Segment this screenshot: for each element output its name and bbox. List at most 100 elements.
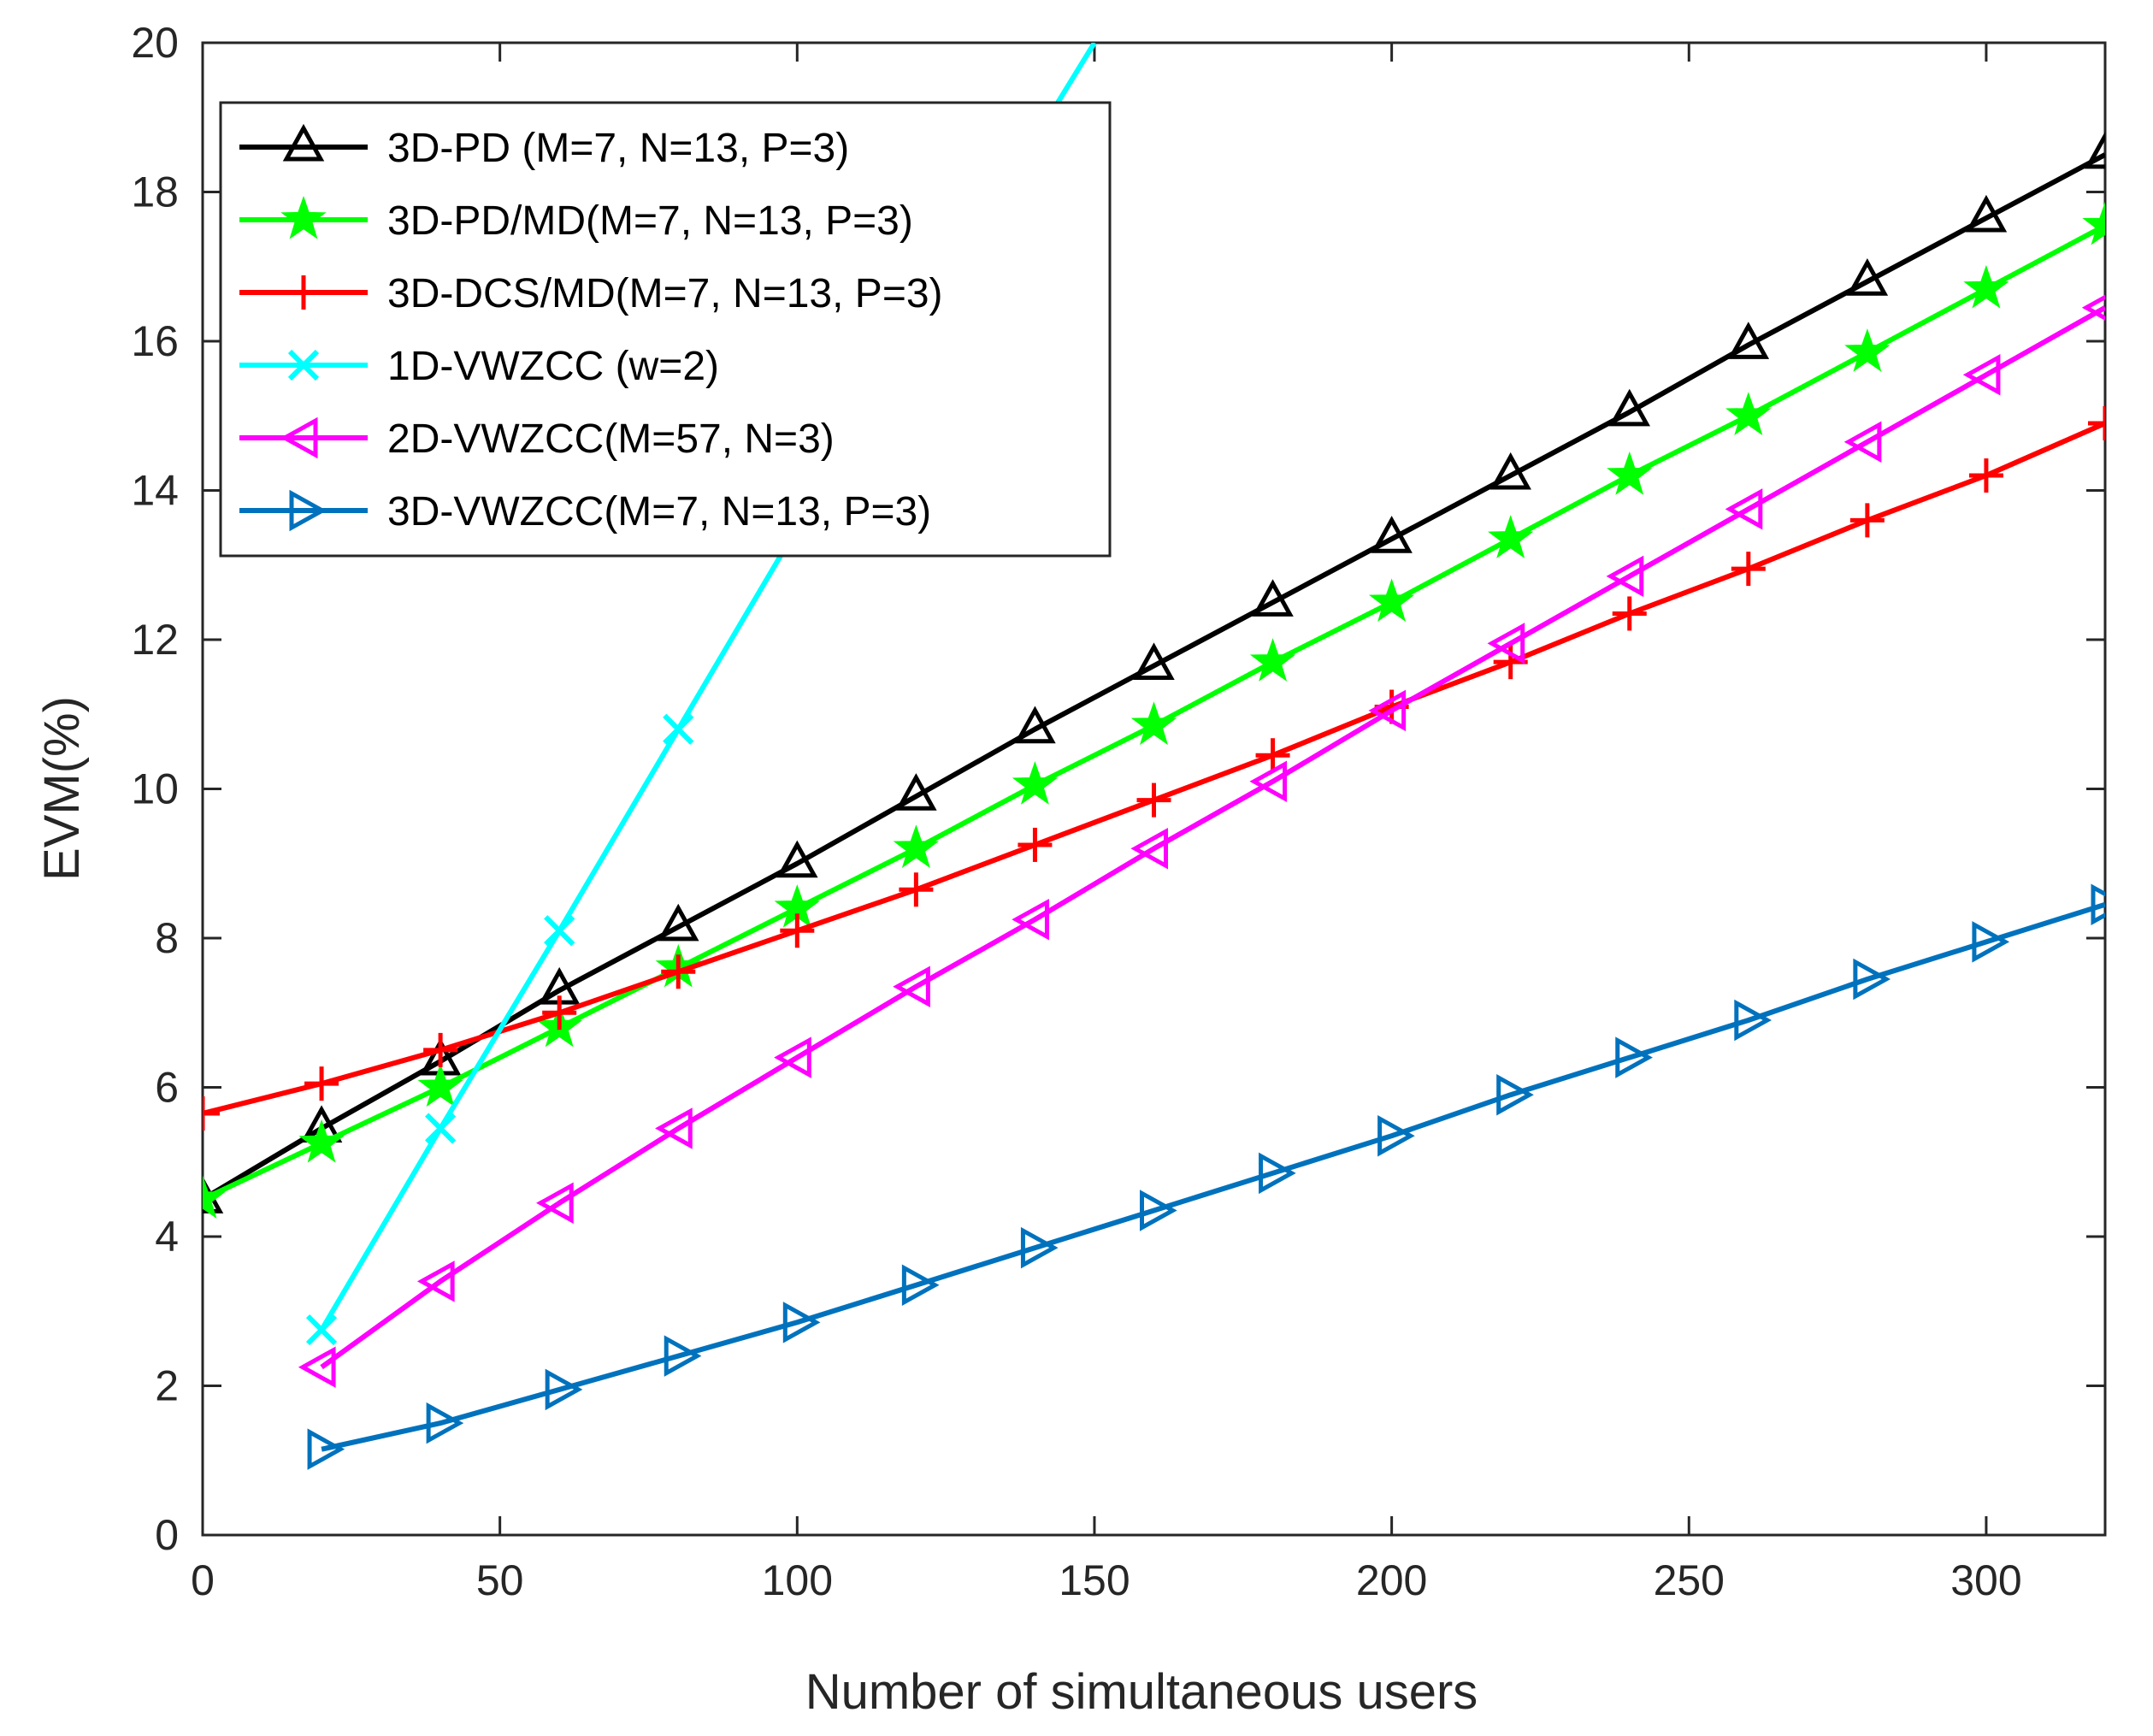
legend-marker (286, 275, 321, 310)
data-point (426, 1402, 464, 1444)
data-point (307, 1428, 345, 1470)
data-point (1608, 388, 1650, 427)
x-b (425, 1113, 457, 1144)
data-point (1844, 328, 1891, 372)
y-tick-label: 16 (131, 317, 179, 365)
data-point (1018, 827, 1053, 862)
y-axis-title: EVM(%) (34, 696, 90, 881)
data-point (774, 1036, 811, 1078)
data-point (1368, 689, 1407, 732)
x-tick-label: 100 (762, 1556, 833, 1604)
data-point (536, 1182, 574, 1224)
data-point (2084, 131, 2105, 169)
data-point (655, 1107, 693, 1149)
x-tick-label: 0 (191, 1556, 215, 1604)
series-layer (203, 43, 2105, 1470)
data-point (304, 1066, 339, 1101)
data-point (1846, 258, 1889, 296)
legend-marker (282, 123, 325, 162)
data-point (542, 995, 577, 1030)
data-point (1849, 503, 1885, 538)
data-point (1014, 706, 1056, 744)
legend-entry: 3D-PD/MD(M=7, N=13, P=3) (239, 195, 913, 244)
data-point (1488, 515, 1534, 558)
data-point (2091, 883, 2105, 925)
data-point (893, 824, 940, 868)
series-line (203, 152, 2105, 1202)
data-point (1249, 760, 1288, 803)
legend-label: 3D-PD (M=7, N=13, P=3) (387, 126, 849, 171)
plot-frame (201, 41, 2107, 1537)
x-b (663, 713, 694, 745)
legend-label: 3D-PD/MD(M=7, N=13, P=3) (387, 198, 913, 244)
data-point (2088, 405, 2105, 440)
data-point (658, 903, 699, 942)
data-point (1140, 1190, 1177, 1231)
y-tick-label: 12 (131, 616, 179, 664)
legend-marker (287, 349, 320, 381)
data-point (1371, 516, 1413, 553)
data-point (1252, 579, 1294, 617)
legend: 3D-PD (M=7, N=13, P=3) 3D-PD/MD(M=7, N=13… (219, 101, 1112, 558)
data-point (1487, 623, 1525, 664)
data-point (1259, 1152, 1296, 1195)
data-point (298, 1346, 336, 1388)
data-point (1130, 828, 1168, 870)
data-point (1012, 898, 1049, 941)
y-tick-label: 10 (131, 765, 179, 813)
data-point (901, 1264, 940, 1306)
data-point (1133, 642, 1175, 681)
legend-label: 3D-DCS/MD(M=7, N=13, P=3) (387, 271, 943, 316)
data-point (305, 1314, 338, 1346)
data-point (1734, 999, 1772, 1042)
series-line (321, 901, 2105, 1452)
data-point (1731, 552, 1766, 587)
data-point (1962, 354, 2001, 396)
x-b (544, 915, 575, 947)
data-point (1725, 488, 1763, 530)
data-point (1249, 638, 1296, 682)
data-point (1968, 458, 2003, 493)
y-tick-label: 6 (155, 1064, 179, 1112)
data-point (1130, 701, 1177, 746)
data-point (1615, 1036, 1653, 1078)
series-2 (203, 405, 2105, 1131)
data-point (1963, 264, 2009, 309)
data-point (1606, 555, 1644, 598)
y-tick-label: 20 (131, 19, 179, 67)
data-point (776, 840, 818, 878)
data-point (780, 913, 815, 948)
legend-label: 3D-VWZCC(M=7, N=13, P=3) (387, 489, 931, 534)
axes: 0 50 100 150 200 250 300 0 2 4 6 8 10 12 14 16 18 20 (131, 19, 2107, 1604)
x-tick-label: 300 (1950, 1556, 2021, 1604)
legend-marker (289, 489, 327, 532)
data-point (2081, 294, 2105, 321)
legend-label: 2D-VWZCC(M=57, N=3) (387, 416, 835, 462)
data-point (425, 1113, 457, 1144)
x-tick-label: 150 (1059, 1556, 1130, 1604)
x-b (287, 349, 320, 381)
data-point (1612, 596, 1647, 631)
data-point (1377, 1114, 1415, 1157)
data-point (298, 1119, 345, 1163)
data-point (895, 773, 937, 811)
data-point (544, 915, 575, 947)
series-4 (298, 294, 2105, 1388)
data-point (1965, 194, 2008, 233)
data-point (1489, 452, 1531, 490)
data-point (417, 1063, 463, 1107)
data-point (203, 1175, 226, 1219)
data-point (1607, 451, 1653, 495)
x-tick-label: 200 (1356, 1556, 1427, 1604)
y-tick-label: 0 (155, 1511, 179, 1559)
x-tick-label: 50 (476, 1556, 524, 1604)
data-point (545, 1368, 583, 1411)
data-point (1020, 1226, 1059, 1269)
data-point (1012, 761, 1059, 805)
legend-box (219, 101, 1112, 558)
legend-label: 1D-VWZCC (w=2) (387, 344, 719, 389)
series-line (320, 305, 2105, 1370)
data-point (416, 1261, 455, 1302)
data-point (1727, 322, 1770, 359)
